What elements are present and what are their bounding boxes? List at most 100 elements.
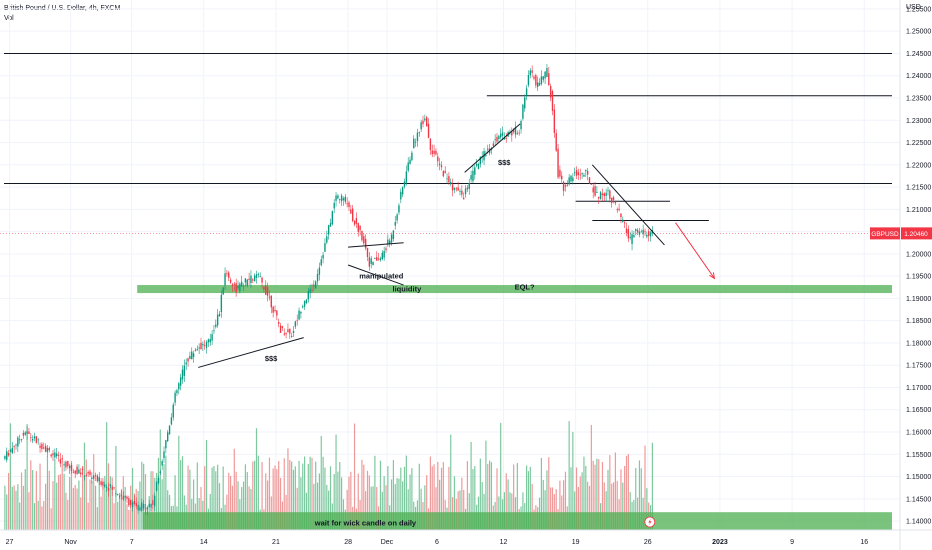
candle-body — [331, 211, 334, 225]
candle-body — [146, 507, 149, 510]
candle-body — [255, 274, 258, 278]
candle-body — [575, 170, 578, 176]
candle-body — [22, 432, 25, 436]
volume-bar — [248, 486, 250, 530]
volume-bar — [579, 476, 581, 530]
candle-body — [377, 258, 380, 260]
volume-bar — [627, 453, 629, 530]
candle-body — [527, 75, 530, 86]
candle-body — [318, 267, 321, 275]
candle-body — [326, 236, 328, 243]
volume-bar — [596, 458, 598, 530]
volume-bar — [318, 473, 320, 530]
candle-body — [296, 320, 298, 322]
symbol-tag — [870, 227, 900, 240]
volume-indicator-label[interactable]: Vol — [4, 15, 14, 22]
candle-body — [457, 187, 459, 191]
candle-body — [257, 273, 260, 275]
volume-bar — [601, 461, 604, 530]
candle-body — [370, 258, 372, 264]
candle-body — [327, 225, 330, 235]
candle-body — [398, 205, 400, 213]
candle-body — [607, 190, 609, 192]
candle-body — [622, 219, 624, 223]
candle-body — [270, 295, 272, 308]
candle-body — [333, 202, 335, 209]
price-tick-label: 1.24000 — [906, 73, 931, 80]
candle-body — [91, 477, 93, 479]
price-tick-label: 1.18500 — [906, 318, 931, 325]
candle-body — [233, 283, 235, 285]
volume-bar — [370, 486, 372, 530]
wick-zone-label: wait for wick candle on daily — [314, 519, 417, 528]
volume-bar — [500, 422, 502, 530]
volume-bar — [150, 471, 152, 530]
candle-body — [390, 234, 393, 243]
candle-body — [57, 454, 60, 456]
volume-bar — [575, 467, 578, 530]
volume-bar — [598, 459, 600, 530]
price-tick-label: 1.14500 — [906, 496, 931, 503]
volume-bar — [82, 465, 84, 530]
volume-bar — [255, 428, 258, 530]
candle-body — [577, 172, 580, 175]
candle-body — [35, 436, 38, 443]
candle-body — [590, 183, 593, 185]
volume-bar — [287, 448, 289, 530]
candle-body — [459, 190, 461, 192]
trendline-2 — [464, 123, 521, 173]
volume-bar — [231, 485, 234, 530]
volume-bar — [594, 464, 596, 530]
candle-body — [278, 322, 280, 324]
volume-bar — [320, 435, 322, 530]
volume-bar — [144, 474, 147, 530]
candle-body — [422, 120, 424, 125]
candle-body — [237, 286, 239, 289]
volume-bar — [433, 464, 435, 530]
volume-bar — [418, 463, 420, 530]
candle-body — [453, 187, 456, 190]
volume-bar — [333, 474, 335, 530]
candle-body — [72, 471, 75, 473]
volume-bar — [437, 461, 439, 530]
candle-body — [387, 239, 389, 245]
candle-body — [340, 195, 343, 202]
candle-body — [601, 193, 604, 195]
candle-body — [102, 481, 104, 486]
volume-bar — [304, 456, 306, 530]
volume-bar — [551, 487, 554, 530]
volume-bar — [316, 482, 319, 530]
candle-body — [487, 148, 489, 150]
volume-bar — [564, 471, 567, 530]
volume-bar — [122, 476, 124, 530]
candle-body — [598, 196, 600, 199]
candle-body — [463, 197, 465, 200]
candle-body — [533, 76, 535, 79]
volume-bar — [32, 470, 34, 530]
candle-body — [475, 163, 478, 166]
candle-body — [538, 82, 541, 86]
candle-body — [229, 279, 232, 283]
price-tick-label: 1.17500 — [906, 363, 931, 370]
volume-bar — [61, 461, 63, 530]
volume-bar — [205, 439, 208, 530]
candle-body — [107, 488, 110, 491]
price-tag-label: 1.20460 — [904, 231, 928, 238]
time-tick-label: 2023 — [712, 539, 728, 546]
time-tick-label: 16 — [860, 539, 868, 546]
candle-body — [342, 198, 345, 201]
candle-body — [418, 132, 420, 134]
volume-bar — [544, 490, 546, 530]
volume-bar — [246, 472, 248, 530]
candle-body — [170, 417, 173, 425]
candle-body — [557, 148, 559, 178]
candle-body — [433, 150, 435, 154]
volume-bar — [472, 469, 474, 530]
price-tick-label: 1.17000 — [906, 385, 931, 392]
daily-wick-zone — [142, 512, 892, 530]
price-tick-label: 1.14000 — [906, 519, 931, 526]
volume-bar — [94, 485, 97, 530]
candle-body — [187, 358, 189, 362]
volume-bar — [624, 465, 626, 530]
